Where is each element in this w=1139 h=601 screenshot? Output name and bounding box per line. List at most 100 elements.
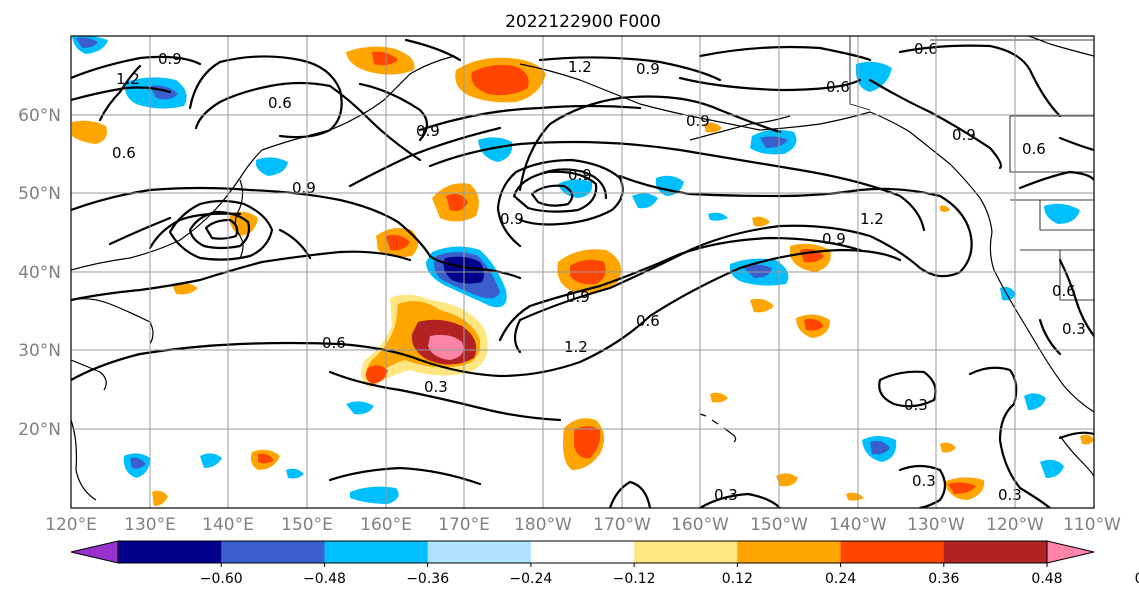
shaded-anomaly: [855, 61, 892, 92]
contour-label: 0.6: [826, 78, 850, 96]
shaded-anomaly: [76, 37, 98, 48]
colorbar-swatch: [324, 541, 429, 563]
contour-line: [194, 81, 422, 162]
lon-tick-label: 130°E: [124, 515, 176, 535]
contour-label: 1.2: [860, 210, 884, 228]
map-content: 1.2 0.9 0.6 0.6 0.9 0.9 0.9 0.6 0.6 0.9 …: [71, 36, 1094, 508]
shaded-anomaly: [365, 365, 388, 384]
coastline: [71, 359, 107, 391]
shaded-anomaly: [286, 468, 304, 479]
contour-line: [1058, 136, 1094, 152]
coastline: [1026, 36, 1094, 57]
coastline: [1059, 435, 1094, 477]
contour-line: [148, 212, 242, 250]
gridlines: [71, 36, 1094, 508]
contour-line: [868, 78, 1002, 170]
border-line: [1020, 249, 1094, 301]
shaded-anomalies: [72, 36, 1094, 506]
lat-tick-label: 50°N: [18, 184, 61, 204]
shaded-anomaly: [152, 490, 168, 506]
contour-line: [71, 55, 202, 80]
contour-label: 0.6: [268, 94, 292, 112]
contour-line: [188, 210, 251, 250]
shaded-anomaly: [386, 234, 410, 251]
contour-label: 0.9: [686, 112, 710, 130]
contour-line: [278, 228, 312, 260]
colorbar-tick-label: 0.12: [722, 571, 753, 587]
lon-tick-label: 140°W: [829, 515, 887, 535]
shaded-anomaly: [870, 440, 890, 455]
shaded-anomaly: [1024, 393, 1046, 410]
map-title: 2022122900 F000: [505, 12, 661, 32]
contour-line: [496, 158, 624, 248]
lon-tick-label: 160°W: [671, 515, 729, 535]
colorbar-extend-low: [70, 540, 119, 564]
contour-label: 0.9: [952, 126, 976, 144]
lat-tick-label: 30°N: [18, 341, 61, 361]
contour-line: [538, 56, 722, 82]
colorbar-swatch: [221, 541, 325, 563]
contour-line: [71, 250, 412, 302]
contour-line: [204, 218, 239, 240]
colorbar-swatch: [634, 541, 738, 563]
shaded-anomaly: [72, 120, 107, 144]
colorbar-swatch: [427, 541, 532, 563]
colorbar-swatch: [840, 541, 945, 563]
shaded-anomaly: [1044, 203, 1080, 224]
contour-line: [518, 95, 782, 192]
contour-line: [428, 140, 926, 232]
shaded-anomaly: [750, 298, 774, 313]
contour-line: [108, 216, 172, 246]
contour-label: 0.3: [912, 472, 936, 490]
coastline: [699, 413, 737, 443]
shaded-anomaly: [632, 193, 658, 209]
contour-label: 0.6: [322, 334, 346, 352]
lon-tick-label: 160°E: [360, 515, 412, 535]
contour-line: [512, 170, 598, 213]
contour-line: [1018, 170, 1094, 190]
lon-tick-label: 130°W: [907, 515, 965, 535]
coastline: [519, 63, 1094, 413]
lat-tick-labels: 20°N 30°N 40°N 50°N 60°N: [18, 106, 61, 440]
contour-line: [71, 86, 172, 102]
shaded-anomaly: [704, 122, 722, 133]
shaded-anomaly: [948, 482, 976, 494]
shaded-anomaly: [130, 457, 146, 469]
shaded-anomaly: [446, 194, 468, 211]
shaded-anomaly: [428, 334, 464, 360]
colorbar-tick-label: −0.12: [613, 571, 656, 587]
contour-label: 0.9: [158, 50, 182, 68]
colorbar-tick-label: 0.48: [1031, 571, 1062, 587]
contour-label: 0.9: [500, 210, 524, 228]
contour-line: [328, 466, 482, 486]
shaded-anomaly: [710, 392, 728, 403]
contour-line: [418, 104, 642, 132]
lon-tick-label: 120°E: [45, 515, 97, 535]
contour-label: 0.6: [1052, 282, 1076, 300]
contour-labels: 1.2 0.9 0.6 0.6 0.9 0.9 0.9 0.6 0.6 0.9 …: [112, 40, 1086, 504]
contour-label: 1.2: [568, 58, 592, 76]
colorbar-tick-label: 0.60: [1135, 571, 1139, 587]
contour-line: [168, 199, 274, 261]
contour-line: [898, 464, 947, 508]
lon-tick-label: 140°E: [202, 515, 254, 535]
contour-line: [328, 370, 562, 422]
shaded-anomaly: [804, 318, 824, 331]
lon-tick-label: 150°W: [750, 515, 808, 535]
contour-label: 0.6: [636, 312, 660, 330]
contour-line: [358, 82, 429, 142]
shaded-anomaly: [776, 473, 798, 487]
shaded-anomaly: [752, 216, 770, 227]
shaded-anomaly: [471, 64, 529, 96]
contour-line: [1038, 318, 1062, 356]
lon-tick-label: 180°W: [514, 515, 572, 535]
contour-line: [608, 480, 652, 508]
shaded-anomaly: [200, 453, 222, 468]
shaded-anomaly: [574, 426, 601, 459]
shaded-anomaly: [1040, 459, 1064, 478]
contour-line: [188, 55, 343, 139]
contour-label: 0.3: [1062, 320, 1086, 338]
contour-label: 0.6: [1022, 140, 1046, 158]
contour-line: [968, 366, 1052, 508]
